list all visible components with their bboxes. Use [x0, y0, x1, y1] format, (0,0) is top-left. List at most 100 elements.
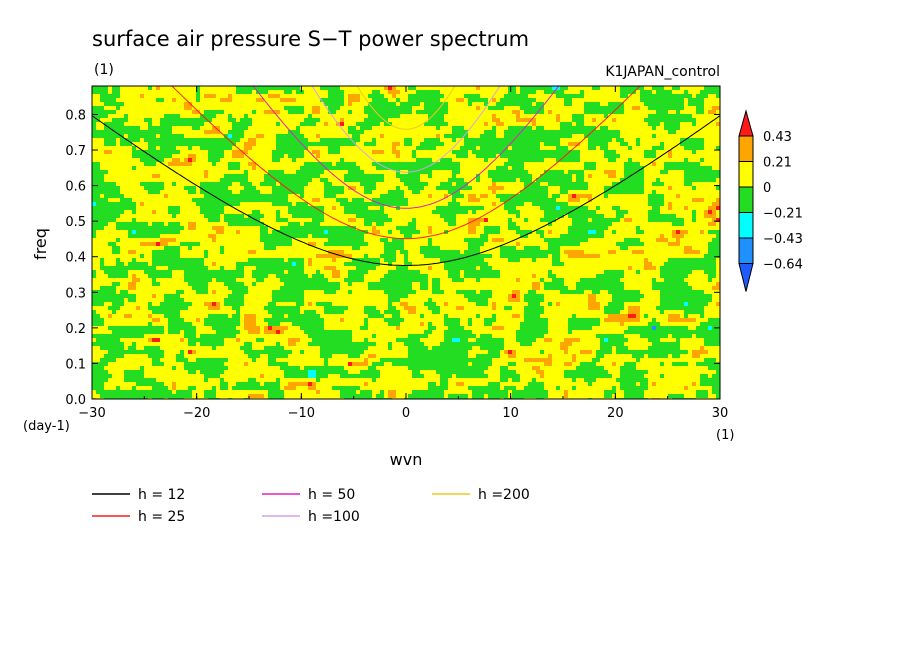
- heatmap-cell: [96, 110, 100, 114]
- heatmap-cell: [696, 154, 700, 158]
- heatmap-cell: [572, 178, 576, 182]
- heatmap-cell: [500, 210, 504, 214]
- heatmap-cell: [624, 102, 628, 106]
- heatmap-cell: [516, 142, 520, 146]
- heatmap-cell: [384, 186, 388, 190]
- heatmap-cell: [96, 202, 100, 206]
- heatmap-cell: [300, 166, 304, 170]
- heatmap-cell: [476, 90, 480, 94]
- heatmap-cell: [688, 130, 692, 134]
- heatmap-cell: [464, 202, 468, 206]
- heatmap-cell: [156, 190, 160, 194]
- heatmap-cell: [288, 198, 292, 202]
- heatmap-cell: [528, 90, 532, 94]
- heatmap-cell: [676, 194, 680, 198]
- heatmap-cell: [180, 154, 184, 158]
- heatmap-cell: [524, 158, 528, 162]
- heatmap-cell: [380, 174, 384, 178]
- heatmap-cell: [300, 114, 304, 118]
- heatmap-cell: [464, 166, 468, 170]
- heatmap-cell: [248, 90, 252, 94]
- heatmap-cell: [364, 174, 368, 178]
- heatmap-cell: [308, 194, 312, 198]
- heatmap-cell: [564, 110, 568, 114]
- heatmap-cell: [144, 150, 148, 154]
- heatmap-cell: [180, 158, 184, 162]
- heatmap-cell: [700, 162, 704, 166]
- heatmap-cell: [644, 202, 648, 206]
- heatmap-cell: [588, 166, 592, 170]
- heatmap-cell: [660, 98, 664, 102]
- heatmap-cell: [712, 186, 716, 190]
- heatmap-cell: [496, 206, 500, 210]
- heatmap-cell: [108, 210, 112, 214]
- heatmap-cell: [456, 106, 460, 110]
- heatmap-cell: [104, 106, 108, 110]
- heatmap-cell: [620, 198, 624, 202]
- heatmap-cell: [160, 186, 164, 190]
- heatmap-cell: [672, 142, 676, 146]
- heatmap-cell: [528, 114, 532, 118]
- heatmap-cell: [260, 198, 264, 202]
- heatmap-cell: [204, 198, 208, 202]
- heatmap-cell: [700, 206, 704, 210]
- heatmap-cell: [140, 126, 144, 130]
- heatmap-cell: [404, 182, 408, 186]
- heatmap-cell: [268, 122, 272, 126]
- heatmap-cell: [216, 158, 220, 162]
- heatmap-cell: [112, 102, 116, 106]
- heatmap-cell: [540, 126, 544, 130]
- heatmap-cell: [612, 86, 616, 90]
- heatmap-cell: [288, 110, 292, 114]
- heatmap-cell: [608, 174, 612, 178]
- heatmap-cell: [224, 166, 228, 170]
- heatmap-cell: [672, 126, 676, 130]
- heatmap-cell: [524, 106, 528, 110]
- heatmap-cell: [348, 134, 352, 138]
- heatmap-cell: [300, 130, 304, 134]
- heatmap-cell: [492, 178, 496, 182]
- heatmap-cell: [668, 170, 672, 174]
- heatmap-cell: [188, 166, 192, 170]
- heatmap-cell: [544, 102, 548, 106]
- heatmap-cell: [408, 202, 412, 206]
- heatmap-cell: [420, 94, 424, 98]
- heatmap-cell: [700, 90, 704, 94]
- heatmap-cell: [516, 106, 520, 110]
- heatmap-cell: [552, 194, 556, 198]
- heatmap-cell: [424, 146, 428, 150]
- heatmap-cell: [192, 138, 196, 142]
- heatmap-cell: [152, 174, 156, 178]
- heatmap-cell: [112, 202, 116, 206]
- heatmap-cell: [184, 126, 188, 130]
- heatmap-cell: [160, 90, 164, 94]
- heatmap-cell: [572, 138, 576, 142]
- heatmap-cell: [476, 86, 480, 90]
- heatmap-cell: [332, 202, 336, 206]
- heatmap-cell: [444, 182, 448, 186]
- heatmap-cell: [428, 158, 432, 162]
- heatmap-cell: [340, 194, 344, 198]
- heatmap-cell: [312, 170, 316, 174]
- heatmap-cell: [328, 154, 332, 158]
- heatmap-cell: [312, 174, 316, 178]
- heatmap-cell: [660, 122, 664, 126]
- heatmap-cell: [132, 166, 136, 170]
- heatmap-cell: [420, 198, 424, 202]
- heatmap-cell: [384, 94, 388, 98]
- heatmap-cell: [652, 198, 656, 202]
- heatmap-cell: [560, 114, 564, 118]
- heatmap-cell: [392, 130, 396, 134]
- heatmap-cell: [192, 174, 196, 178]
- heatmap-cell: [628, 166, 632, 170]
- heatmap-cell: [304, 134, 308, 138]
- heatmap-cell: [376, 170, 380, 174]
- heatmap-cell: [372, 178, 376, 182]
- heatmap-cell: [448, 206, 452, 210]
- heatmap-cell: [156, 86, 160, 90]
- heatmap-cell: [196, 122, 200, 126]
- heatmap-cell: [232, 166, 236, 170]
- heatmap-cell: [380, 166, 384, 170]
- heatmap-cell: [488, 98, 492, 102]
- heatmap-cell: [588, 174, 592, 178]
